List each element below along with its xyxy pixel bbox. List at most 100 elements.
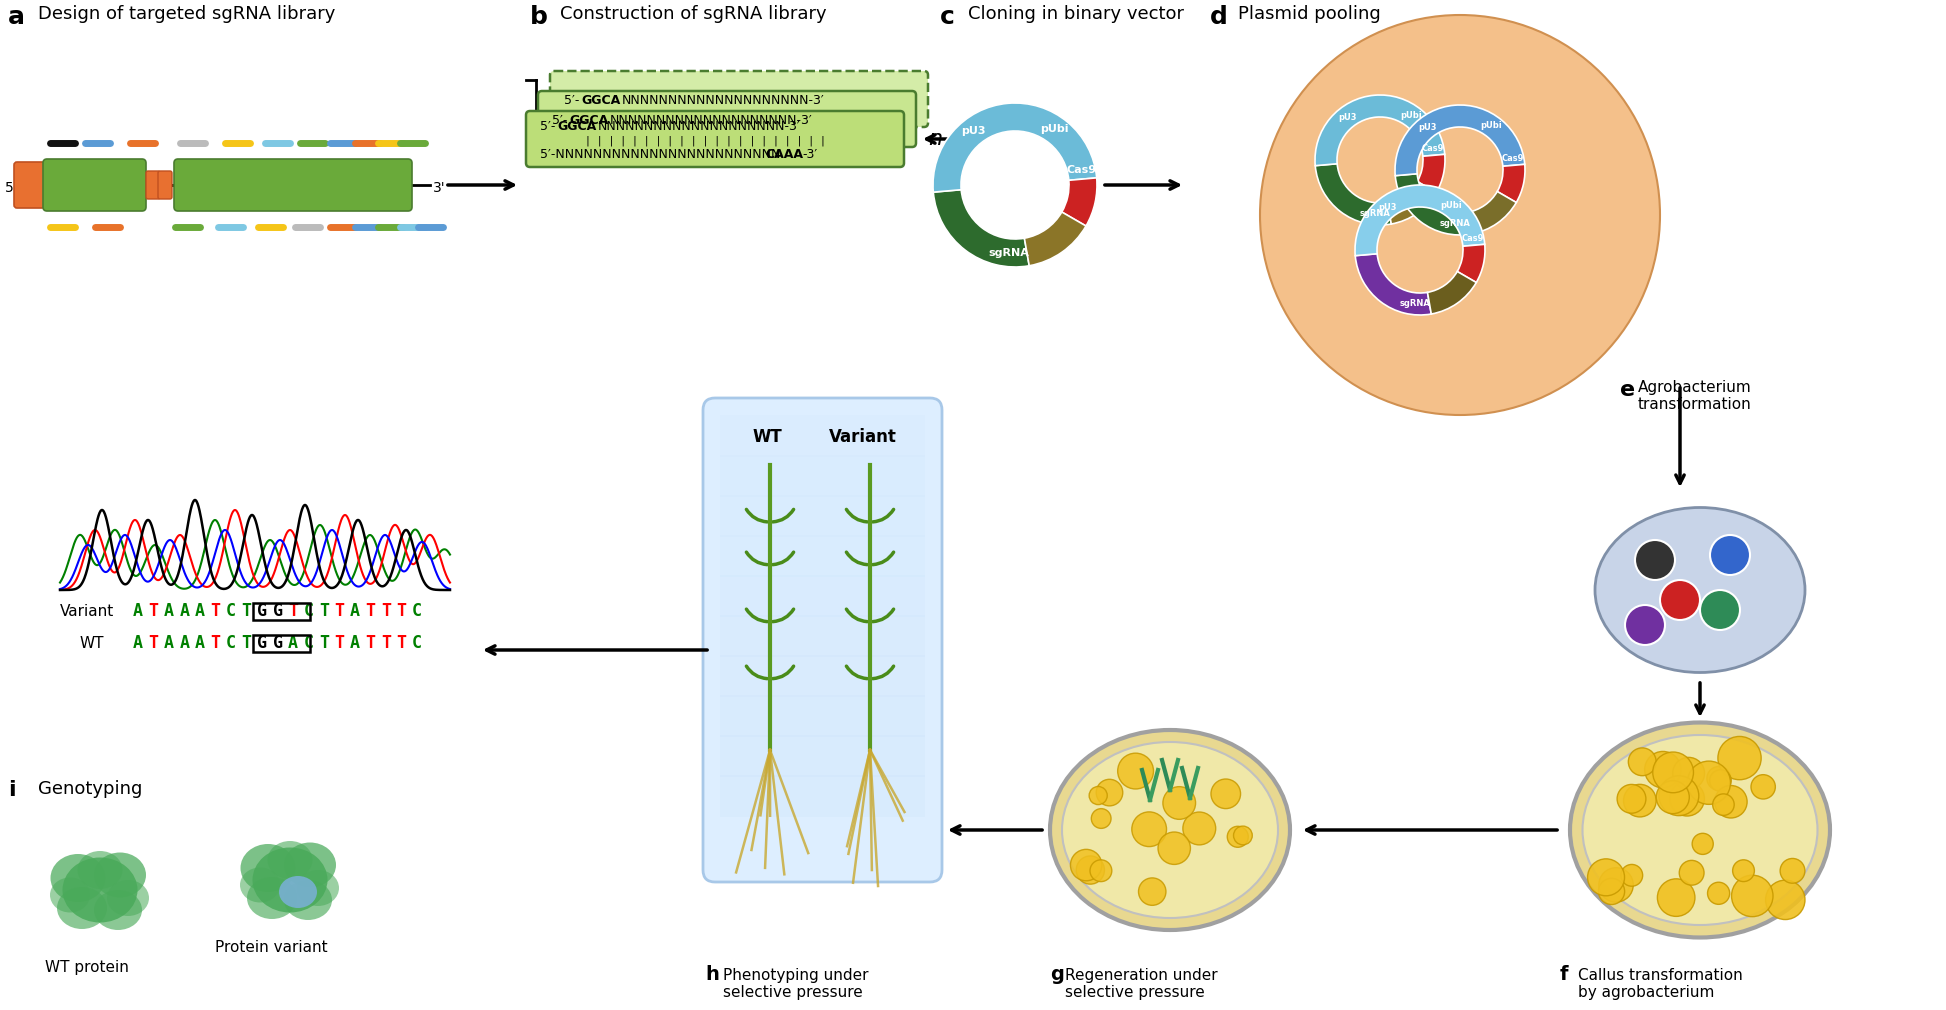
Circle shape <box>1621 865 1642 886</box>
FancyBboxPatch shape <box>173 159 413 211</box>
FancyBboxPatch shape <box>720 775 924 817</box>
Text: G: G <box>272 634 282 652</box>
Text: T: T <box>397 602 407 620</box>
Circle shape <box>1751 775 1775 799</box>
Text: Design of targeted sgRNA library: Design of targeted sgRNA library <box>39 5 335 23</box>
Ellipse shape <box>1051 730 1290 930</box>
Text: WT protein: WT protein <box>45 960 128 975</box>
Text: CAAA: CAAA <box>765 148 804 162</box>
Circle shape <box>1228 826 1247 847</box>
Text: NNNNNNNNNNNNNNNNNNNN-3′: NNNNNNNNNNNNNNNNNNNN-3′ <box>597 120 800 133</box>
FancyBboxPatch shape <box>720 575 924 617</box>
Text: Phenotyping under
selective pressure: Phenotyping under selective pressure <box>724 968 868 1000</box>
Text: T: T <box>241 602 251 620</box>
Wedge shape <box>1354 185 1485 256</box>
Circle shape <box>1658 776 1699 816</box>
Text: T: T <box>319 634 329 652</box>
Text: GGCA: GGCA <box>582 95 621 107</box>
Text: A: A <box>179 634 189 652</box>
Wedge shape <box>1354 254 1432 315</box>
FancyBboxPatch shape <box>720 735 924 777</box>
Wedge shape <box>1315 164 1391 225</box>
Text: A: A <box>132 602 142 620</box>
Circle shape <box>1674 758 1705 789</box>
Text: T: T <box>148 634 158 652</box>
Circle shape <box>1656 781 1689 814</box>
Circle shape <box>1210 779 1240 809</box>
Text: Cloning in binary vector: Cloning in binary vector <box>967 5 1183 23</box>
FancyBboxPatch shape <box>551 71 928 127</box>
Circle shape <box>1138 878 1166 905</box>
Text: C: C <box>226 634 235 652</box>
Text: WT: WT <box>80 635 105 650</box>
Text: Genotyping: Genotyping <box>39 780 142 798</box>
Text: A: A <box>288 634 298 652</box>
Circle shape <box>1679 861 1705 885</box>
Text: T: T <box>148 602 158 620</box>
Text: pU3: pU3 <box>961 126 987 136</box>
Wedge shape <box>1315 95 1444 166</box>
Ellipse shape <box>78 851 123 889</box>
Text: C: C <box>413 602 422 620</box>
Text: T: T <box>381 634 391 652</box>
Circle shape <box>1707 882 1730 904</box>
Text: h: h <box>704 965 718 984</box>
FancyBboxPatch shape <box>525 111 905 167</box>
Text: Cas9: Cas9 <box>1421 143 1444 153</box>
Text: GGCA: GGCA <box>568 114 609 127</box>
Text: Callus transformation
by agrobacterium: Callus transformation by agrobacterium <box>1578 968 1744 1000</box>
Wedge shape <box>1063 178 1098 226</box>
Ellipse shape <box>62 857 138 922</box>
Circle shape <box>1687 762 1730 804</box>
Text: -3′: -3′ <box>802 148 817 162</box>
Ellipse shape <box>278 876 317 908</box>
Text: a: a <box>8 5 25 29</box>
Text: T: T <box>319 602 329 620</box>
Text: T: T <box>335 634 344 652</box>
FancyBboxPatch shape <box>703 398 942 882</box>
Ellipse shape <box>93 852 146 898</box>
Circle shape <box>1712 794 1734 815</box>
Text: i: i <box>8 780 16 800</box>
Ellipse shape <box>247 877 298 919</box>
Text: pU3: pU3 <box>1419 122 1436 131</box>
Text: NNNNNNNNNNNNNNNNNNNN-3′: NNNNNNNNNNNNNNNNNNNN-3′ <box>623 95 825 107</box>
Circle shape <box>1652 752 1693 793</box>
Ellipse shape <box>93 890 142 930</box>
FancyBboxPatch shape <box>720 454 924 497</box>
Ellipse shape <box>253 847 327 912</box>
Text: A: A <box>350 634 360 652</box>
Text: C: C <box>226 602 235 620</box>
Text: G: G <box>257 602 267 620</box>
Circle shape <box>1718 736 1761 780</box>
Text: sgRNA: sgRNA <box>989 247 1029 258</box>
Text: A: A <box>195 602 204 620</box>
Text: T: T <box>241 634 251 652</box>
FancyBboxPatch shape <box>146 171 160 199</box>
Wedge shape <box>934 190 1029 267</box>
Text: T: T <box>366 634 376 652</box>
Text: pU3: pU3 <box>1378 203 1397 212</box>
FancyBboxPatch shape <box>720 655 924 697</box>
Text: G: G <box>272 602 282 620</box>
Circle shape <box>1617 785 1646 813</box>
Ellipse shape <box>241 844 296 892</box>
Text: g: g <box>1051 965 1064 984</box>
Circle shape <box>1635 540 1676 580</box>
Circle shape <box>1158 832 1191 865</box>
Text: c: c <box>940 5 955 29</box>
FancyBboxPatch shape <box>537 91 917 147</box>
FancyBboxPatch shape <box>43 159 146 211</box>
Circle shape <box>1600 868 1633 902</box>
Text: C: C <box>304 634 313 652</box>
Circle shape <box>1660 580 1701 620</box>
Text: 5′-NNNNNNNNNNNNNNNNNNNNNNNN: 5′-NNNNNNNNNNNNNNNNNNNNNNNN <box>539 148 780 162</box>
Text: Cas9: Cas9 <box>1461 233 1485 242</box>
Text: e: e <box>1619 380 1635 400</box>
Text: A: A <box>163 634 173 652</box>
Text: G: G <box>257 634 267 652</box>
Circle shape <box>1598 879 1625 905</box>
Ellipse shape <box>107 880 150 916</box>
Text: 5′-: 5′- <box>553 114 568 127</box>
Wedge shape <box>1428 272 1477 314</box>
